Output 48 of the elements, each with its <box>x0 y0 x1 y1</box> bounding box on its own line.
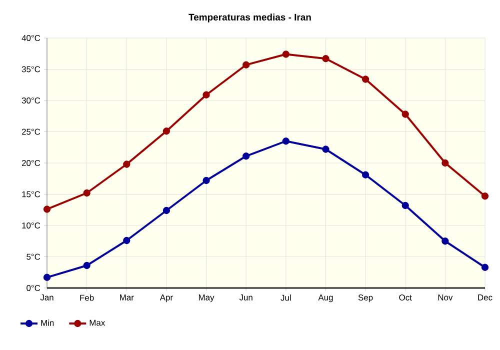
y-tick-label: 20°C <box>22 160 40 166</box>
point <box>83 189 90 197</box>
x-tick-label: Mar <box>120 294 134 300</box>
x-tick-label: Apr <box>160 294 173 302</box>
chart-title: Temperaturas medias - Iran <box>188 14 311 22</box>
point <box>362 171 370 178</box>
x-tick-label: May <box>198 294 214 302</box>
x-tick-label: Jan <box>40 294 54 300</box>
point <box>123 236 130 244</box>
point <box>402 202 409 210</box>
y-tick-label: 5°C <box>26 254 40 260</box>
point <box>43 206 51 213</box>
x-tick-label: Aug <box>318 294 333 302</box>
x-tick-label: Jun <box>239 294 252 300</box>
point <box>282 138 290 145</box>
x-tick-label: Dec <box>478 294 492 300</box>
point <box>442 159 449 167</box>
point <box>362 76 370 83</box>
point <box>83 262 90 270</box>
y-tick-label: 15°C <box>22 191 40 198</box>
point <box>322 55 330 62</box>
x-tick-label: Nov <box>438 294 453 300</box>
y-tick-label: 0°C <box>26 285 40 291</box>
point <box>442 238 449 245</box>
point <box>402 110 409 118</box>
point <box>282 50 290 58</box>
legend-label: Min <box>41 320 54 326</box>
point <box>481 264 489 271</box>
point <box>242 61 250 68</box>
point <box>162 128 170 135</box>
x-tick-label: Sep <box>358 294 373 302</box>
point <box>43 274 51 281</box>
point <box>123 160 130 168</box>
x-tick-label: Feb <box>80 294 94 301</box>
y-tick-label: 35°C <box>22 66 40 72</box>
legend-label: Max <box>90 320 106 326</box>
point <box>202 91 210 98</box>
y-tick-label: 40°C <box>22 35 40 41</box>
x-tick-label: Jul <box>280 294 291 301</box>
y-tick-label: 10°C <box>22 222 40 228</box>
point <box>322 146 330 153</box>
point <box>242 152 250 160</box>
x-tick-label: Oct <box>399 294 412 301</box>
point <box>202 176 210 184</box>
y-tick-label: 30°C <box>22 98 40 104</box>
point <box>162 206 170 214</box>
y-tick-label: 25°C <box>22 128 40 135</box>
point <box>481 192 489 200</box>
